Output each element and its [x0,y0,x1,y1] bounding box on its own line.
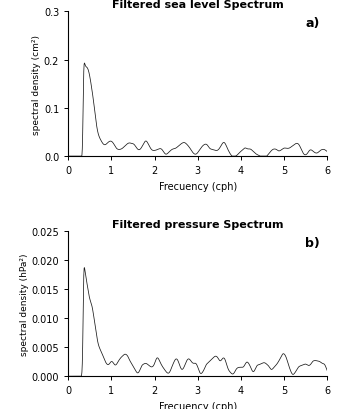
Title: Filtered sea level Spectrum: Filtered sea level Spectrum [112,0,284,10]
Text: b): b) [305,236,320,249]
Y-axis label: spectral density (hPa²): spectral density (hPa²) [20,253,29,355]
X-axis label: Frecuency (cph): Frecuency (cph) [159,401,237,409]
Title: Filtered pressure Spectrum: Filtered pressure Spectrum [112,220,283,230]
X-axis label: Frecuency (cph): Frecuency (cph) [159,181,237,191]
Y-axis label: spectral density (cm²): spectral density (cm²) [32,35,41,135]
Text: a): a) [305,17,320,29]
